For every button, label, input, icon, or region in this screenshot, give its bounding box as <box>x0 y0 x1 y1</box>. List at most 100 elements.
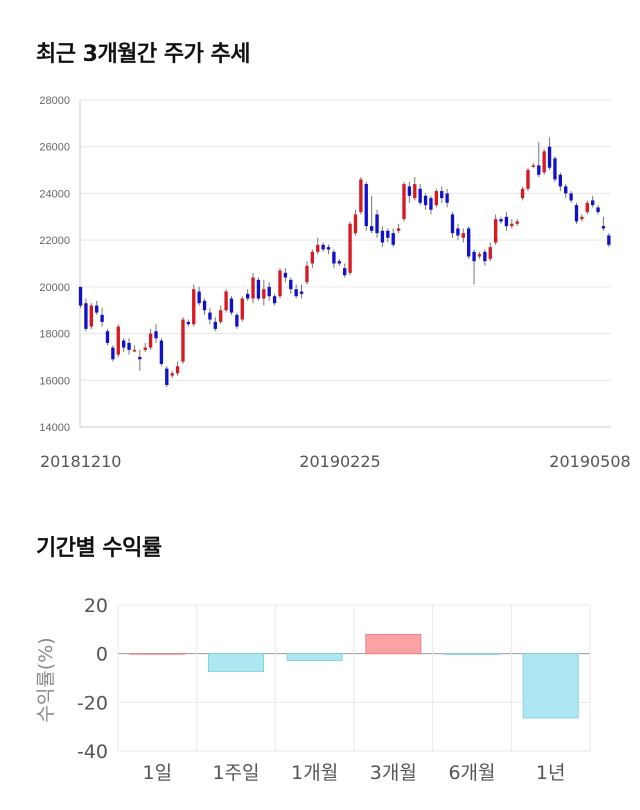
price-chart-y-axis: 14000 16000 18000 20000 22000 24000 26000 28000 <box>39 95 70 434</box>
candle-body <box>186 321 191 325</box>
price-y-tick-label: 18000 <box>39 329 70 341</box>
price-y-tick-label: 28000 <box>39 95 70 107</box>
candle-body <box>391 233 395 245</box>
candle-body <box>245 293 250 299</box>
candle-body <box>224 291 228 311</box>
candle-body <box>202 300 207 311</box>
returns-x-tick-label: 1개월 <box>291 762 338 784</box>
candle-body <box>181 319 185 362</box>
candle-body <box>197 291 201 304</box>
candle-body <box>418 188 422 203</box>
candle-body <box>148 333 153 348</box>
candle-body <box>429 198 433 210</box>
candle-body <box>213 321 217 329</box>
candle-body <box>78 286 83 306</box>
returns-y-tick-label: -40 <box>77 741 108 763</box>
candle-body <box>564 186 568 194</box>
price-trend-title: 최근 3개월간 주가 추세 <box>36 42 250 67</box>
price-chart-grid <box>79 99 611 428</box>
candle-body <box>440 191 444 199</box>
candle-body <box>590 200 595 206</box>
period-returns-title: 기간별 수익률 <box>36 536 162 561</box>
returns-chart-y-axis: -40 -20 0 20 <box>77 595 108 763</box>
candle-body <box>127 342 131 350</box>
price-chart-x-axis: 20181210 20190225 20190508 <box>40 452 631 471</box>
candle-body <box>143 347 147 350</box>
candle-body <box>175 366 180 374</box>
candle-body <box>526 170 530 189</box>
candle-body <box>305 265 309 283</box>
candle-body <box>326 247 331 250</box>
price-y-tick-label: 22000 <box>39 235 70 247</box>
candle-body <box>537 165 541 175</box>
candle-body <box>208 312 212 320</box>
candle-body <box>580 216 584 220</box>
returns-x-tick-label: 1년 <box>536 762 566 784</box>
candle-body <box>396 228 401 231</box>
candle-body <box>235 314 239 327</box>
candle-body <box>219 310 223 322</box>
candle-body <box>111 347 115 360</box>
returns-x-tick-label: 1주일 <box>212 762 259 784</box>
candle-body <box>353 214 358 234</box>
candle-body <box>607 235 611 245</box>
candle-body <box>95 305 99 313</box>
candle-body <box>477 254 482 257</box>
candle-body <box>467 228 471 257</box>
candle-body <box>499 219 503 222</box>
candle-body <box>116 326 120 355</box>
price-x-tick-label: 20181210 <box>40 452 121 471</box>
candle-body <box>569 193 573 201</box>
candle-body <box>294 289 298 297</box>
candle-body <box>504 216 509 227</box>
candle-body <box>283 272 288 278</box>
candle-body <box>407 186 412 196</box>
returns-y-tick-label: -20 <box>77 692 108 714</box>
candle-body <box>229 298 234 313</box>
price-x-tick-label: 20190225 <box>299 452 380 471</box>
candle-body <box>472 251 476 262</box>
candle-body <box>192 289 196 325</box>
candle-body <box>434 191 439 206</box>
returns-bar <box>443 653 501 655</box>
candle-body <box>585 202 589 213</box>
candle-body <box>272 296 277 304</box>
candle-body <box>386 230 390 238</box>
candle-body <box>170 373 174 376</box>
price-candlestick-chart: 14000 16000 18000 20000 22000 24000 26000 28000… <box>39 95 631 471</box>
candle-body <box>413 184 417 199</box>
candle-body <box>531 165 536 167</box>
price-y-tick-label: 26000 <box>39 142 70 154</box>
candle-body <box>601 226 606 229</box>
candle-body <box>483 251 487 262</box>
candle-body <box>574 205 579 222</box>
candle-body <box>515 221 519 224</box>
candle-body <box>299 291 304 294</box>
candle-body <box>278 270 282 297</box>
candle-body <box>343 268 347 276</box>
candle-body <box>445 193 449 203</box>
returns-y-tick-label: 20 <box>84 595 108 617</box>
candle-body <box>289 279 293 290</box>
returns-chart-x-axis: 1일 1주일 1개월 3개월 6개월 1년 <box>143 762 566 784</box>
candle-body <box>132 349 137 352</box>
returns-x-tick-label: 3개월 <box>370 762 417 784</box>
candle-body <box>138 356 142 360</box>
candle-body <box>542 151 546 173</box>
price-y-tick-label: 20000 <box>39 282 70 294</box>
candle-body <box>456 228 460 236</box>
price-y-tick-label: 14000 <box>39 422 70 434</box>
candle-body <box>154 331 158 339</box>
candle-body <box>520 188 525 199</box>
candle-body <box>380 230 385 243</box>
candle-body <box>89 305 93 327</box>
candle-body <box>316 244 320 252</box>
returns-y-tick-label: 0 <box>96 644 108 666</box>
candle-body <box>100 314 104 322</box>
returns-bar <box>286 653 343 661</box>
returns-bar <box>522 653 579 719</box>
returns-x-tick-label: 6개월 <box>448 762 495 784</box>
returns-bar <box>129 653 186 655</box>
candle-body <box>461 233 465 238</box>
